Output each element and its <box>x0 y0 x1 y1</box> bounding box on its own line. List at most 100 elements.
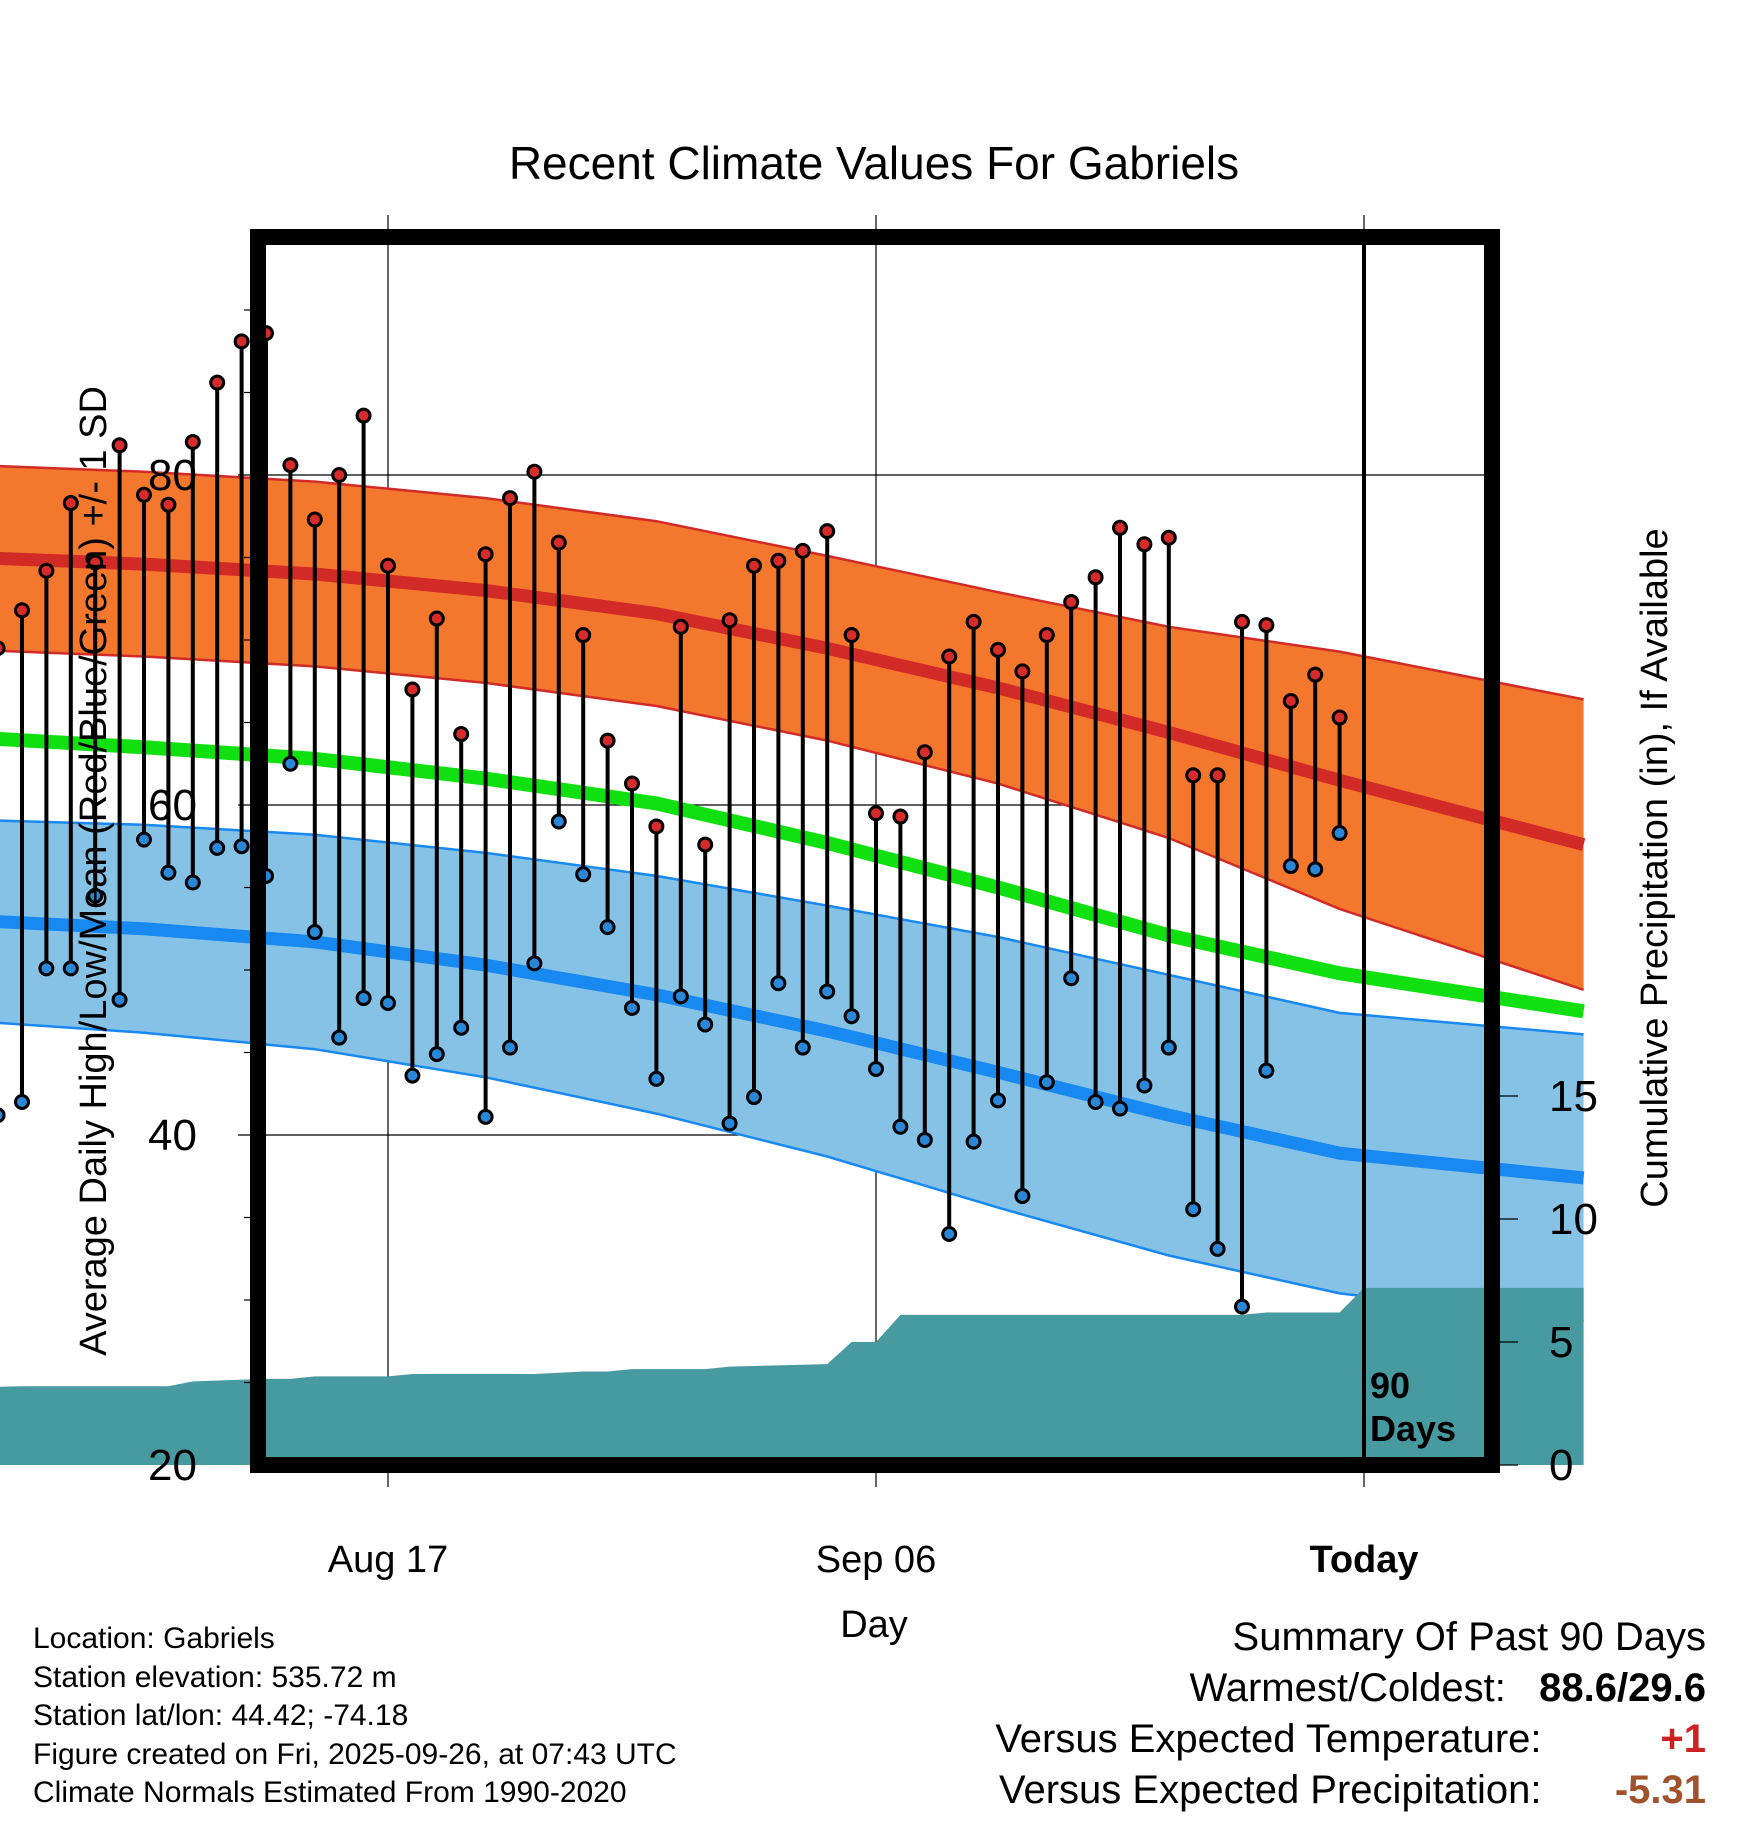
daily-high-point <box>1063 594 1080 611</box>
daily-low-point <box>746 1089 762 1106</box>
daily-high-point <box>87 554 104 571</box>
y2-tick-label: 0 <box>1549 1441 1573 1490</box>
daily-low-point <box>1112 1100 1128 1117</box>
daily-high-point <box>111 437 128 454</box>
daily-low-point <box>1063 970 1080 987</box>
daily-high-point <box>380 557 396 574</box>
today-marker-label: Days <box>1370 1408 1456 1449</box>
daily-low-point <box>1185 1201 1202 1218</box>
y2-tick-label: 10 <box>1549 1195 1598 1244</box>
daily-high-point <box>916 744 933 761</box>
daily-high-point <box>770 552 787 569</box>
daily-high-point <box>233 333 250 350</box>
x-tick-label: Today <box>1309 1539 1418 1581</box>
daily-low-point <box>794 1039 811 1056</box>
daily-low-point <box>1136 1077 1153 1094</box>
daily-low-point <box>38 960 55 977</box>
station-location: Location: Gabriels <box>33 1622 275 1655</box>
summary-title: Summary Of Past 90 Days <box>1232 1615 1706 1659</box>
daily-high-point <box>575 627 592 644</box>
daily-low-point <box>624 999 640 1016</box>
daily-low-point <box>770 975 787 992</box>
daily-high-point <box>843 627 860 644</box>
daily-low-point <box>502 1039 518 1056</box>
daily-low-point <box>1209 1240 1226 1257</box>
y-tick-label: 40 <box>148 1111 197 1160</box>
daily-low-point <box>282 755 299 772</box>
daily-high-point <box>355 407 372 424</box>
station-elevation: Station elevation: 535.72 m <box>33 1660 397 1694</box>
daily-low-point <box>550 813 567 830</box>
normal-low-line <box>0 915 1585 1185</box>
daily-high-point <box>282 457 299 474</box>
daily-low-point <box>1331 825 1348 842</box>
daily-low-point <box>721 1115 738 1132</box>
low-sd-band <box>0 820 1584 1322</box>
daily-high-point <box>965 613 982 630</box>
today-marker-label: 90 <box>1370 1365 1410 1406</box>
station-info: Location: Gabriels Station elevation: 53… <box>33 1620 677 1813</box>
daily-low-point <box>575 866 592 883</box>
y-axis-label: Average Daily High/Low/Mean (Red/Blue/Gr… <box>73 386 115 1356</box>
daily-high-point <box>502 490 518 507</box>
daily-low-point <box>526 955 543 972</box>
daily-high-point <box>1014 663 1031 680</box>
high-sd-band <box>0 466 1584 990</box>
daily-high-point <box>1136 536 1153 553</box>
daily-low-point <box>14 1094 30 1110</box>
warmest-coldest-label: Warmest/Coldest: <box>1189 1666 1506 1710</box>
daily-high-point <box>306 511 323 528</box>
x-tick-label: Sep 06 <box>816 1539 936 1581</box>
daily-low-point <box>599 919 616 936</box>
daily-high-point <box>331 467 348 483</box>
temp-departure-label: Versus Expected Temperature: <box>995 1717 1542 1761</box>
precip-area <box>0 1287 1584 1465</box>
daily-low-point <box>477 1108 494 1125</box>
daily-low-point <box>672 988 689 1005</box>
daily-high-point <box>1209 767 1226 784</box>
daily-high-point <box>550 534 567 551</box>
daily-low-point <box>965 1133 982 1150</box>
daily-high-point <box>624 775 640 792</box>
daily-high-point <box>1038 627 1055 644</box>
precip-departure-value: -5.31 <box>1614 1768 1706 1812</box>
x-tick-label: Aug 17 <box>328 1539 448 1581</box>
daily-high-point <box>868 805 884 822</box>
warmest-coldest-value: 88.6/29.6 <box>1539 1666 1706 1710</box>
daily-low-point <box>892 1118 909 1135</box>
daily-low-point <box>1258 1062 1275 1079</box>
figure-created: Figure created on Fri, 2025-09-26, at 07… <box>33 1737 677 1771</box>
daily-high-point <box>38 562 55 579</box>
daily-high-point <box>184 434 201 450</box>
y-tick-label: 20 <box>148 1441 197 1490</box>
daily-low-point <box>868 1061 884 1077</box>
daily-low-point <box>916 1131 933 1148</box>
chart-title: Recent Climate Values For Gabriels <box>509 137 1239 189</box>
daily-low-point <box>233 838 250 855</box>
daily-low-point <box>941 1226 958 1242</box>
daily-low-point <box>0 1107 6 1123</box>
daily-high-point <box>1087 569 1104 586</box>
daily-high-point <box>209 374 226 391</box>
x-axis-label: Day <box>840 1604 908 1646</box>
daily-high-point <box>599 732 616 749</box>
daily-low-point <box>1160 1039 1177 1056</box>
daily-low-point <box>453 1019 470 1036</box>
daily-low-point <box>1087 1094 1104 1110</box>
daily-observations <box>0 325 1348 1315</box>
daily-high-point <box>1160 529 1177 546</box>
daily-high-point <box>0 640 6 656</box>
daily-low-point <box>1307 861 1324 878</box>
daily-low-point <box>331 1029 348 1046</box>
daily-high-point <box>1331 709 1348 726</box>
daily-high-point <box>1234 613 1250 630</box>
precipitation-area <box>0 1287 1584 1465</box>
daily-high-point <box>990 641 1006 658</box>
station-latlon: Station lat/lon: 44.42; -74.18 <box>33 1699 409 1732</box>
daily-low-point <box>843 1008 860 1025</box>
warmest-coldest-row: Warmest/Coldest: 88.6/29.6 <box>995 1663 1706 1714</box>
daily-low-point <box>1038 1074 1055 1091</box>
